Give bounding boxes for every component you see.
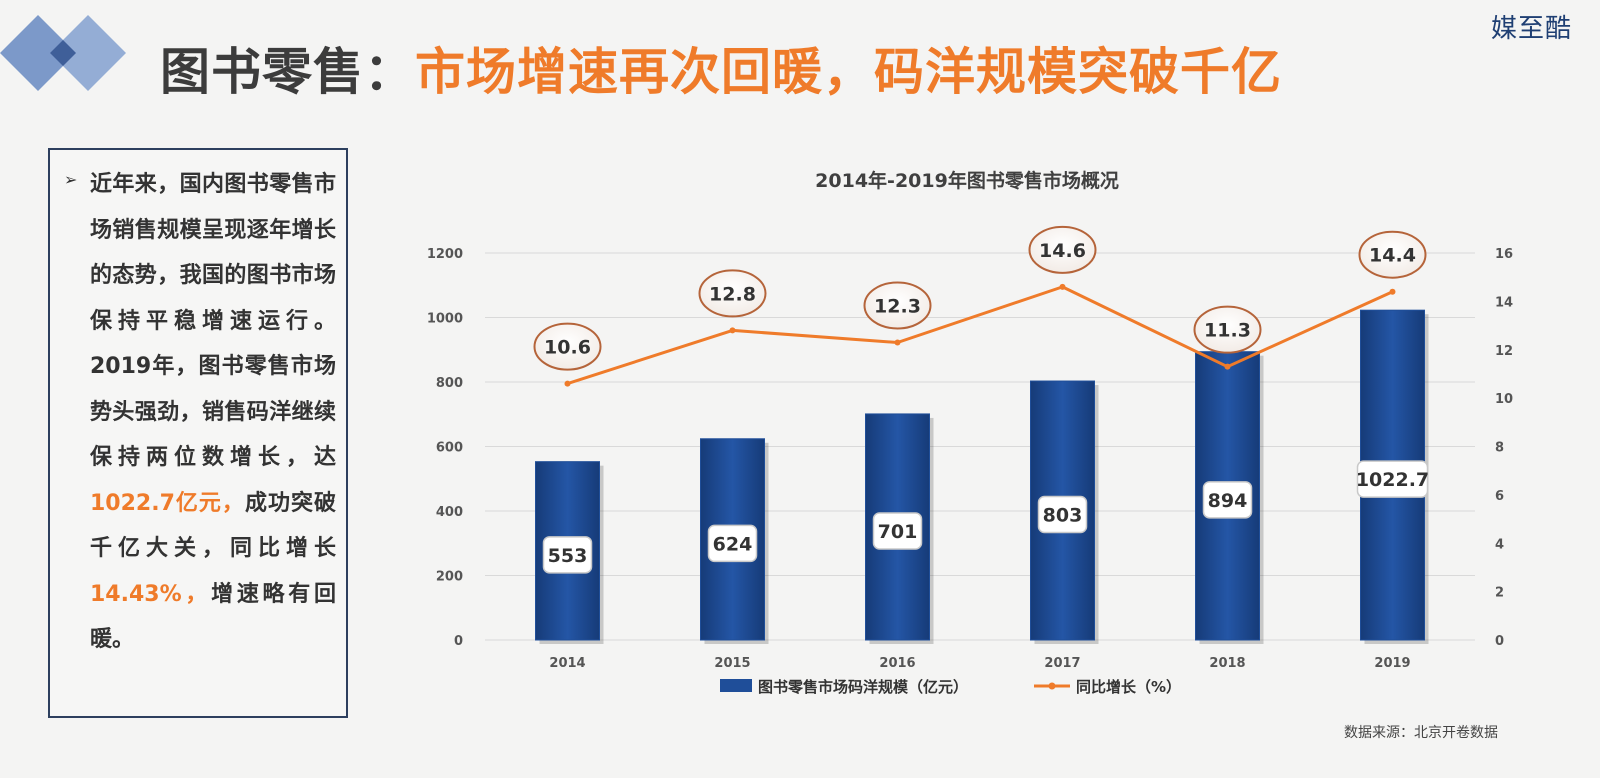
x-tick-label: 2014 (549, 656, 585, 671)
page-title: 图书零售：市场增速再次回暖，码洋规模突破千亿 (160, 32, 1282, 104)
x-tick-label: 2015 (714, 656, 750, 671)
arrow-bullet-icon: ➢ (64, 170, 78, 189)
y-left-tick-label: 400 (436, 505, 463, 520)
growth-point (729, 327, 736, 334)
bar-value-label-box (542, 536, 593, 574)
growth-value-label: 11.3 (1204, 320, 1251, 342)
x-tick-label: 2019 (1374, 656, 1410, 671)
bar-value-label-box (1037, 495, 1088, 534)
bar-value-label: 803 (1043, 505, 1083, 527)
growth-point (1224, 363, 1231, 370)
summary-highlight-revenue: 1022.7亿元， (90, 490, 245, 516)
bar-value-label-box (1202, 481, 1253, 519)
page-title-lead: 图书零售： (160, 43, 415, 101)
growth-point (564, 380, 571, 387)
y-right-tick-label: 8 (1495, 441, 1504, 456)
y-left-tick-label: 1200 (427, 247, 463, 262)
x-tick-label: 2016 (879, 656, 915, 671)
growth-value-bubble (698, 269, 767, 318)
growth-value-label: 10.6 (544, 337, 591, 359)
growth-value-bubble (863, 281, 932, 330)
combo-chart: 2014年-2019年图书零售市场概况 5536247018038941022.… (427, 169, 1513, 696)
y-left-tick-label: 0 (454, 634, 463, 649)
legend-line-marker (1048, 682, 1056, 690)
y-right-tick-label: 10 (1495, 392, 1513, 407)
brand-logo-text: 媒至酷 (1490, 14, 1572, 44)
growth-value-label: 14.6 (1039, 240, 1086, 262)
y-right-tick-label: 2 (1495, 586, 1504, 601)
x-tick-label: 2018 (1209, 656, 1245, 671)
bar-value-label: 1022.7 (1356, 469, 1429, 491)
diamond-logo-icon (0, 15, 126, 91)
y-right-tick-label: 4 (1495, 537, 1504, 552)
growth-value-bubble (533, 322, 602, 371)
summary-text-2: 成功突破千亿大关，同比增长 (90, 490, 336, 562)
y-left-tick-label: 600 (436, 441, 463, 456)
growth-value-label: 12.3 (874, 295, 921, 317)
x-tick-label: 2017 (1044, 656, 1080, 671)
y-right-tick-label: 6 (1495, 489, 1504, 504)
growth-point (894, 339, 901, 346)
chart-area: 2014年-2019年图书零售市场概况 553 624 701 803 894 1022.… (380, 150, 1600, 778)
growth-value-label: 14.4 (1369, 245, 1416, 267)
y-right-tick-label: 14 (1495, 295, 1513, 310)
summary-box: ➢ 近年来，国内图书零售市场销售规模呈现逐年增长的态势，我国的图书市场保持平稳增… (48, 148, 348, 718)
summary-paragraph: 近年来，国内图书零售市场销售规模呈现逐年增长的态势，我国的图书市场保持平稳增速运… (90, 162, 336, 663)
bar-value-label: 701 (878, 521, 918, 543)
legend-line-label: 同比增长（%） (1076, 678, 1181, 696)
growth-value-bubble (1358, 230, 1427, 279)
page-title-highlight: 市场增速再次回暖，码洋规模突破千亿 (415, 43, 1282, 101)
summary-text-3: 增速略有回暖。 (90, 581, 336, 653)
growth-point (1059, 283, 1066, 290)
y-left-tick-label: 1000 (427, 312, 463, 327)
growth-value-bubble (1193, 305, 1262, 354)
y-left-tick-label: 200 (436, 570, 463, 585)
y-right-tick-label: 12 (1495, 344, 1513, 359)
bar-value-label-box (707, 524, 758, 563)
legend-bar-swatch (720, 679, 752, 692)
growth-line (567, 285, 1394, 386)
bar-value-label-box (872, 512, 923, 550)
summary-text-1: 近年来，国内图书零售市场销售规模呈现逐年增长的态势，我国的图书市场保持平稳增速运… (90, 172, 336, 470)
summary-highlight-growth: 14.43%， (90, 581, 212, 607)
y-left-tick-label: 800 (436, 376, 463, 391)
bar-value-label-box (1356, 460, 1429, 498)
y-right-tick-label: 16 (1495, 247, 1513, 262)
legend-bar-label: 图书零售市场码洋规模（亿元） (758, 678, 968, 696)
data-source-note: 数据来源：北京开卷数据 (1344, 725, 1498, 741)
bar-value-label: 624 (713, 533, 753, 555)
y-right-tick-label: 0 (1495, 634, 1504, 649)
chart-title: 2014年-2019年图书零售市场概况 (815, 169, 1119, 192)
bar-value-label: 553 (548, 545, 588, 567)
bar-value-label: 894 (1208, 490, 1248, 512)
growth-value-bubble (1028, 225, 1097, 274)
growth-value-label: 12.8 (709, 283, 756, 305)
growth-point (1389, 288, 1396, 295)
